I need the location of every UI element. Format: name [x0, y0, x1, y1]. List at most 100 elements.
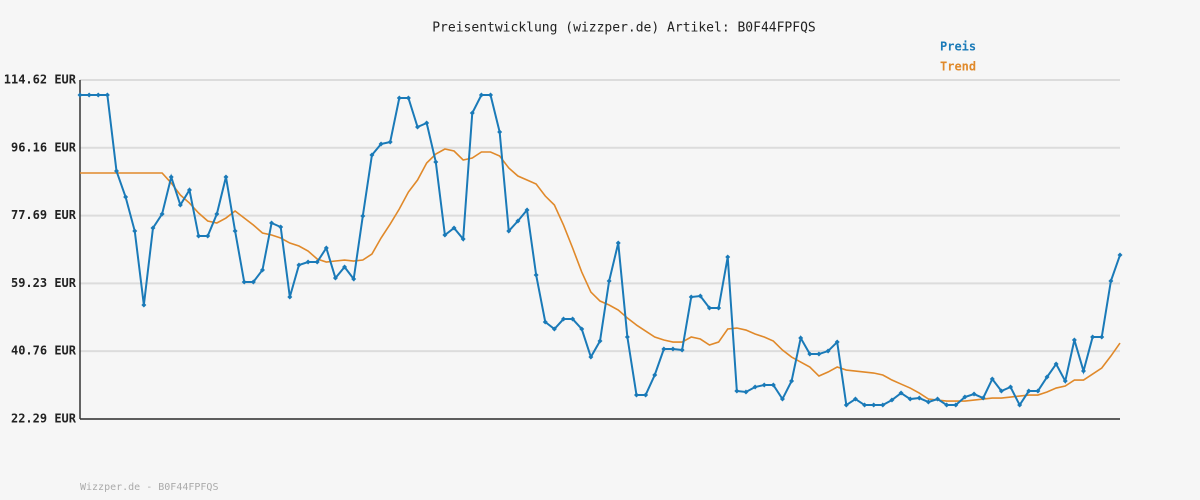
point-marker: [570, 316, 576, 322]
point-marker: [561, 316, 567, 322]
point-marker: [998, 388, 1004, 394]
point-marker: [807, 351, 813, 357]
point-marker: [1062, 378, 1068, 384]
point-marker: [104, 92, 110, 98]
point-marker: [506, 228, 512, 234]
point-marker: [597, 338, 603, 344]
point-marker: [907, 396, 913, 402]
point-marker: [250, 279, 256, 285]
point-marker: [1071, 337, 1077, 343]
legend-label: Preis: [940, 40, 976, 54]
point-marker: [1026, 388, 1032, 394]
point-marker: [935, 396, 941, 402]
y-tick-label: 77.69 EUR: [11, 208, 77, 222]
point-marker: [679, 347, 685, 353]
point-marker: [816, 351, 822, 357]
point-marker: [889, 397, 895, 403]
y-tick-label: 114.62 EUR: [4, 73, 77, 87]
point-marker: [1044, 374, 1050, 380]
point-marker: [971, 391, 977, 397]
point-marker: [196, 233, 202, 239]
point-marker: [451, 225, 457, 231]
point-marker: [442, 232, 448, 238]
point-marker: [405, 95, 411, 101]
point-marker: [177, 202, 183, 208]
point-marker: [579, 326, 585, 332]
point-marker: [688, 294, 694, 300]
point-marker: [1035, 388, 1041, 394]
point-marker: [314, 259, 320, 265]
point-marker: [588, 354, 594, 360]
point-marker: [779, 396, 785, 402]
point-marker: [342, 264, 348, 270]
point-marker: [369, 152, 375, 158]
point-marker: [944, 402, 950, 408]
point-marker: [551, 326, 557, 332]
point-marker: [1017, 402, 1023, 408]
point-marker: [1090, 334, 1096, 340]
chart-title: Preisentwicklung (wizzper.de) Artikel: B…: [432, 21, 816, 36]
point-marker: [95, 92, 101, 98]
point-marker: [542, 319, 548, 325]
point-marker: [214, 211, 220, 217]
y-tick-label: 22.29 EUR: [11, 412, 77, 426]
point-marker: [378, 141, 384, 147]
point-marker: [953, 402, 959, 408]
point-marker: [77, 92, 83, 98]
point-marker: [624, 334, 630, 340]
point-marker: [798, 335, 804, 341]
series-line: [80, 148, 1121, 402]
point-marker: [789, 378, 795, 384]
point-marker: [862, 402, 868, 408]
point-marker: [150, 225, 156, 231]
point-marker: [433, 159, 439, 165]
point-marker: [387, 139, 393, 145]
point-marker: [643, 392, 649, 398]
point-marker: [415, 124, 421, 130]
y-tick-label: 59.23 EUR: [11, 276, 77, 290]
point-marker: [743, 389, 749, 395]
point-marker: [925, 399, 931, 405]
point-marker: [396, 95, 402, 101]
point-marker: [360, 213, 366, 219]
point-marker: [159, 211, 165, 217]
point-marker: [141, 302, 147, 308]
point-marker: [1053, 361, 1059, 367]
point-marker: [752, 384, 758, 390]
point-marker: [980, 395, 986, 401]
point-marker: [989, 376, 995, 382]
point-marker: [497, 129, 503, 135]
point-marker: [706, 305, 712, 311]
point-marker: [478, 92, 484, 98]
point-marker: [323, 245, 329, 251]
point-marker: [460, 236, 466, 242]
point-marker: [962, 394, 968, 400]
point-marker: [287, 294, 293, 300]
point-marker: [205, 233, 211, 239]
footer: Wizzper.de - B0F44FPFQS: [80, 482, 218, 493]
point-marker: [186, 187, 192, 193]
point-marker: [123, 194, 129, 200]
point-marker: [259, 267, 265, 273]
point-marker: [871, 402, 877, 408]
point-marker: [86, 92, 92, 98]
point-marker: [232, 228, 238, 234]
point-marker: [615, 240, 621, 246]
point-marker: [661, 346, 667, 352]
point-marker: [725, 254, 731, 260]
point-marker: [132, 228, 138, 234]
point-marker: [351, 276, 357, 282]
point-marker: [843, 402, 849, 408]
point-marker: [113, 168, 119, 174]
point-marker: [880, 402, 886, 408]
point-marker: [825, 348, 831, 354]
point-marker: [469, 110, 475, 116]
point-marker: [916, 395, 922, 401]
y-tick-label: 96.16 EUR: [11, 140, 77, 154]
point-marker: [606, 278, 612, 284]
point-marker: [305, 259, 311, 265]
point-marker: [852, 396, 858, 402]
point-marker: [633, 392, 639, 398]
point-marker: [898, 390, 904, 396]
